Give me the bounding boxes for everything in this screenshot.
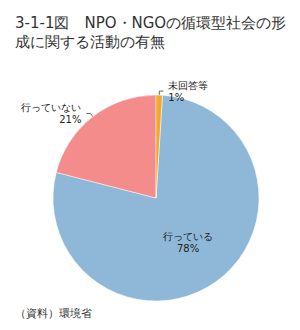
svg-text:行っていない: 行っていない bbox=[21, 102, 81, 113]
svg-text:成に関する活動の有無: 成に関する活動の有無 bbox=[15, 33, 165, 51]
svg-text:行っている: 行っている bbox=[163, 231, 213, 242]
svg-text:3-1-1図 NPO・NGOの循環型社会の形: 3-1-1図 NPO・NGOの循環型社会の形 bbox=[15, 14, 286, 32]
svg-text:21%: 21% bbox=[59, 114, 81, 125]
svg-text:1%: 1% bbox=[168, 92, 184, 103]
svg-text:（資料）環境省: （資料）環境省 bbox=[15, 307, 92, 320]
svg-text:未回答等: 未回答等 bbox=[168, 80, 208, 91]
svg-text:78%: 78% bbox=[177, 243, 199, 254]
